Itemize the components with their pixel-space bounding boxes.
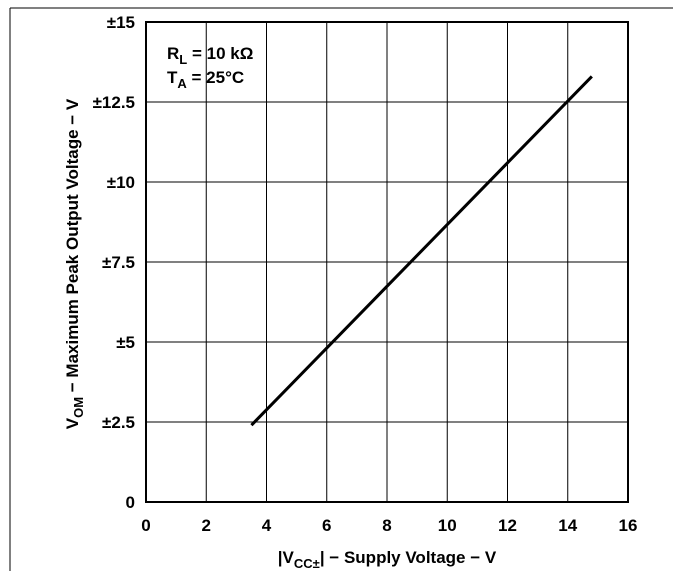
y-tick-label: ±10: [107, 173, 135, 192]
series-line: [250, 75, 593, 427]
annotations: RL = 10 kΩ TA = 25°C: [167, 44, 253, 91]
x-axis-label: |VCC±| − Supply Voltage − V: [278, 548, 497, 571]
x-tick-label: 14: [558, 516, 577, 535]
annotation-ta: TA = 25°C: [167, 68, 244, 91]
y-axis-label: VOM − Maximum Peak Output Voltage − V: [63, 98, 86, 429]
x-tick-label: 0: [141, 516, 150, 535]
y-tick-label: ±15: [107, 13, 135, 32]
series-lines: [250, 75, 593, 427]
y-tick-label: ±5: [116, 333, 135, 352]
y-tick-label: 0: [126, 493, 135, 512]
y-tick-label: ±12.5: [93, 93, 135, 112]
x-tick-label: 16: [619, 516, 638, 535]
y-tick-label: ±2.5: [102, 413, 135, 432]
y-tick-labels: 0 ±2.5 ±5 ±7.5 ±10 ±12.5 ±15: [93, 13, 135, 512]
grid-lines: [146, 22, 628, 502]
x-tick-label: 8: [382, 516, 391, 535]
x-tick-label: 2: [202, 516, 211, 535]
x-tick-label: 10: [438, 516, 457, 535]
x-tick-labels: 0 2 4 6 8 10 12 14 16: [141, 516, 637, 535]
x-tick-label: 12: [498, 516, 517, 535]
annotation-rl: RL = 10 kΩ: [167, 44, 253, 67]
x-tick-label: 4: [262, 516, 272, 535]
x-tick-label: 6: [322, 516, 331, 535]
plot-area: [145, 21, 629, 503]
y-tick-label: ±7.5: [102, 253, 135, 272]
